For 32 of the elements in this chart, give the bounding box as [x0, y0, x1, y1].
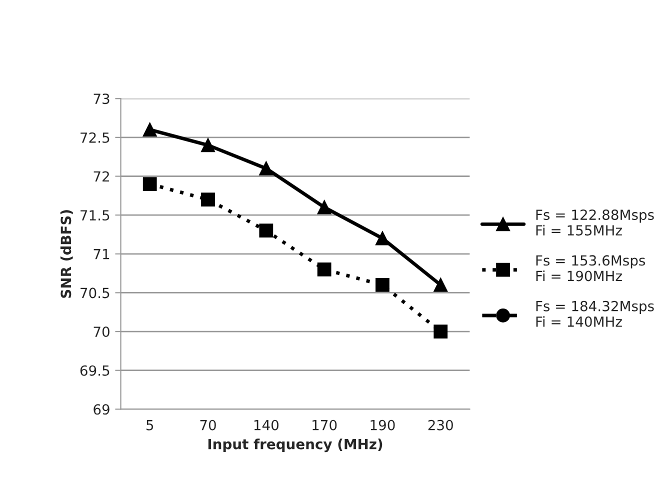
y-axis-title: SNR (dBFS): [60, 210, 73, 298]
legend-label: Fs = 153.6Msps Fi = 190MHz: [536, 255, 646, 282]
y-tick-label: 70: [94, 326, 110, 338]
x-tick-label: 170: [312, 420, 337, 430]
x-tick-label: 140: [254, 420, 278, 430]
x-axis-title: Input frequency (MHz): [208, 438, 382, 452]
point: [201, 192, 215, 206]
y-tick-label: 71: [94, 249, 110, 260]
text: 71.5: [80, 210, 110, 221]
text: 70.5: [80, 288, 110, 298]
point: [259, 162, 274, 176]
text: 69.5: [80, 365, 110, 376]
legend-label: Fs = 184.32Msps Fi = 140MHz: [536, 300, 654, 327]
point: [434, 324, 448, 338]
x-tick-label: 190: [370, 420, 395, 430]
point: [142, 177, 157, 191]
point: [142, 122, 157, 137]
point: [376, 278, 390, 292]
point: [317, 262, 332, 276]
legend-label: Fs = 122.88Msps Fi = 155MHz: [536, 210, 654, 236]
text: 72.5: [80, 132, 110, 143]
point: [201, 138, 215, 152]
point: [434, 278, 448, 292]
point: [259, 224, 274, 238]
point: [376, 231, 390, 246]
y-tick-label: 73: [94, 94, 110, 104]
x-tick-label: 5: [146, 420, 154, 430]
y-tick-label: 72: [94, 171, 109, 182]
x-tick-label: 70: [200, 420, 216, 430]
x-tick-label: 230: [428, 420, 453, 430]
y-tick-label: 69: [94, 404, 110, 415]
point: [317, 200, 332, 214]
